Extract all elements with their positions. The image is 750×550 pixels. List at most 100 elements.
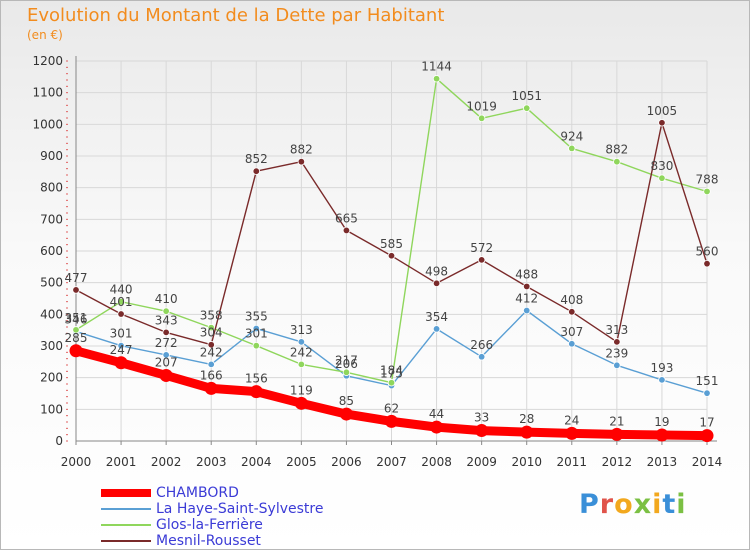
data-label-chambord: 33 bbox=[474, 411, 489, 425]
data-point-glos-la-ferriere bbox=[297, 360, 306, 369]
data-label-la-haye-saint-sylvestre: 272 bbox=[155, 336, 178, 350]
data-point-la-haye-saint-sylvestre bbox=[162, 351, 170, 359]
data-point-glos-la-ferriere bbox=[568, 144, 576, 153]
data-point-mesnil-rousset bbox=[568, 308, 576, 316]
data-label-glos-la-ferriere: 440 bbox=[110, 283, 133, 297]
data-label-glos-la-ferriere: 1051 bbox=[511, 89, 542, 103]
data-label-glos-la-ferriere: 351 bbox=[65, 311, 88, 325]
data-label-chambord: 28 bbox=[519, 412, 534, 426]
data-point-glos-la-ferriere bbox=[252, 341, 260, 350]
y-tick-label: 1100 bbox=[32, 86, 63, 100]
data-point-la-haye-saint-sylvestre bbox=[477, 353, 486, 361]
legend-label: CHAMBORD bbox=[156, 485, 239, 501]
x-tick-label: 2006 bbox=[331, 455, 362, 469]
chart-title: Evolution du Montant de la Dette par Hab… bbox=[27, 5, 445, 26]
data-label-glos-la-ferriere: 1144 bbox=[421, 60, 452, 74]
y-tick-label: 600 bbox=[40, 244, 63, 258]
data-point-mesnil-rousset bbox=[703, 259, 711, 268]
legend-item: Glos-la-Ferrière bbox=[101, 517, 361, 533]
data-point-la-haye-saint-sylvestre bbox=[297, 338, 306, 346]
y-tick-label: 800 bbox=[40, 181, 63, 195]
data-point-glos-la-ferriere bbox=[72, 326, 80, 334]
x-tick-label: 2005 bbox=[286, 455, 317, 469]
data-label-la-haye-saint-sylvestre: 242 bbox=[200, 345, 223, 359]
logo-letter: i bbox=[676, 489, 687, 520]
data-label-chambord: 62 bbox=[384, 401, 399, 415]
data-point-glos-la-ferriere bbox=[117, 297, 125, 306]
data-label-mesnil-rousset: 313 bbox=[605, 323, 628, 337]
data-point-chambord bbox=[339, 407, 353, 421]
data-point-glos-la-ferriere bbox=[477, 114, 486, 123]
data-point-chambord bbox=[294, 396, 308, 410]
y-tick-label: 1200 bbox=[32, 54, 63, 68]
data-point-mesnil-rousset bbox=[207, 341, 215, 349]
y-tick-label: 700 bbox=[40, 212, 63, 226]
data-label-la-haye-saint-sylvestre: 175 bbox=[380, 367, 403, 381]
logo-letter: o bbox=[614, 489, 634, 520]
y-tick-label: 900 bbox=[40, 149, 63, 163]
x-tick-label: 2004 bbox=[241, 455, 272, 469]
proxiti-logo: Proxiti bbox=[579, 489, 687, 520]
data-point-mesnil-rousset bbox=[523, 282, 531, 291]
data-point-la-haye-saint-sylvestre bbox=[523, 306, 531, 315]
data-label-mesnil-rousset: 343 bbox=[155, 313, 178, 327]
data-point-chambord bbox=[655, 428, 669, 442]
x-tick-label: 2013 bbox=[647, 455, 678, 469]
legend-swatch bbox=[101, 524, 151, 526]
data-point-chambord bbox=[475, 424, 489, 438]
data-point-mesnil-rousset bbox=[477, 256, 486, 264]
data-point-glos-la-ferriere bbox=[658, 174, 666, 182]
data-label-glos-la-ferriere: 217 bbox=[335, 353, 358, 367]
data-point-chambord bbox=[385, 414, 398, 428]
data-point-glos-la-ferriere bbox=[703, 187, 711, 196]
x-tick-label: 2000 bbox=[61, 455, 92, 469]
logo-letter: r bbox=[599, 489, 615, 520]
data-point-glos-la-ferriere bbox=[162, 307, 170, 315]
data-point-chambord bbox=[204, 381, 218, 395]
logo-letter: x bbox=[633, 489, 653, 520]
data-label-glos-la-ferriere: 924 bbox=[560, 129, 583, 143]
legend-item: CHAMBORD bbox=[101, 485, 361, 501]
data-label-chambord: 285 bbox=[65, 331, 88, 345]
data-labels: 346 301 272 242 355 313 206 175 354 266 412 307 239 1… bbox=[65, 60, 719, 430]
data-point-la-haye-saint-sylvestre bbox=[613, 361, 621, 370]
data-label-la-haye-saint-sylvestre: 354 bbox=[425, 310, 448, 324]
data-label-mesnil-rousset: 477 bbox=[65, 271, 88, 285]
data-label-mesnil-rousset: 665 bbox=[335, 211, 358, 225]
data-point-la-haye-saint-sylvestre bbox=[658, 376, 666, 384]
data-label-la-haye-saint-sylvestre: 301 bbox=[110, 327, 133, 341]
y-tick-label: 400 bbox=[40, 307, 63, 321]
data-point-mesnil-rousset bbox=[72, 286, 80, 294]
data-point-glos-la-ferriere bbox=[432, 75, 441, 83]
data-label-chambord: 247 bbox=[110, 343, 133, 357]
data-point-la-haye-saint-sylvestre bbox=[207, 360, 215, 369]
x-tick-label: 2010 bbox=[511, 455, 542, 469]
data-label-la-haye-saint-sylvestre: 307 bbox=[560, 325, 583, 339]
data-point-chambord bbox=[69, 344, 83, 358]
data-label-glos-la-ferriere: 788 bbox=[696, 172, 719, 186]
y-tick-label: 200 bbox=[40, 371, 63, 385]
data-point-la-haye-saint-sylvestre bbox=[252, 324, 260, 333]
data-point-chambord bbox=[249, 385, 263, 399]
data-point-chambord bbox=[114, 356, 128, 370]
data-point-la-haye-saint-sylvestre bbox=[117, 341, 125, 350]
data-label-chambord: 24 bbox=[564, 413, 579, 427]
data-label-chambord: 156 bbox=[245, 372, 268, 386]
data-label-glos-la-ferriere: 358 bbox=[200, 309, 223, 323]
data-point-mesnil-rousset bbox=[162, 328, 170, 337]
data-point-mesnil-rousset bbox=[658, 119, 666, 127]
data-label-glos-la-ferriere: 882 bbox=[605, 143, 628, 157]
data-label-mesnil-rousset: 498 bbox=[425, 264, 448, 278]
y-tick-label: 100 bbox=[40, 402, 63, 416]
legend-swatch bbox=[101, 489, 151, 497]
axes: 0 100 200 300 400 500 600 700 800 900 1000 1100 1200… bbox=[32, 54, 722, 469]
data-label-la-haye-saint-sylvestre: 239 bbox=[605, 346, 628, 360]
data-label-glos-la-ferriere: 1019 bbox=[466, 99, 497, 113]
data-point-glos-la-ferriere bbox=[387, 379, 396, 387]
data-label-chambord: 44 bbox=[429, 407, 444, 421]
logo-letter: P bbox=[579, 489, 600, 520]
x-tick-label: 2014 bbox=[692, 455, 723, 469]
data-label-la-haye-saint-sylvestre: 193 bbox=[650, 361, 673, 375]
data-point-mesnil-rousset bbox=[252, 167, 260, 175]
data-point-la-haye-saint-sylvestre bbox=[432, 325, 441, 333]
